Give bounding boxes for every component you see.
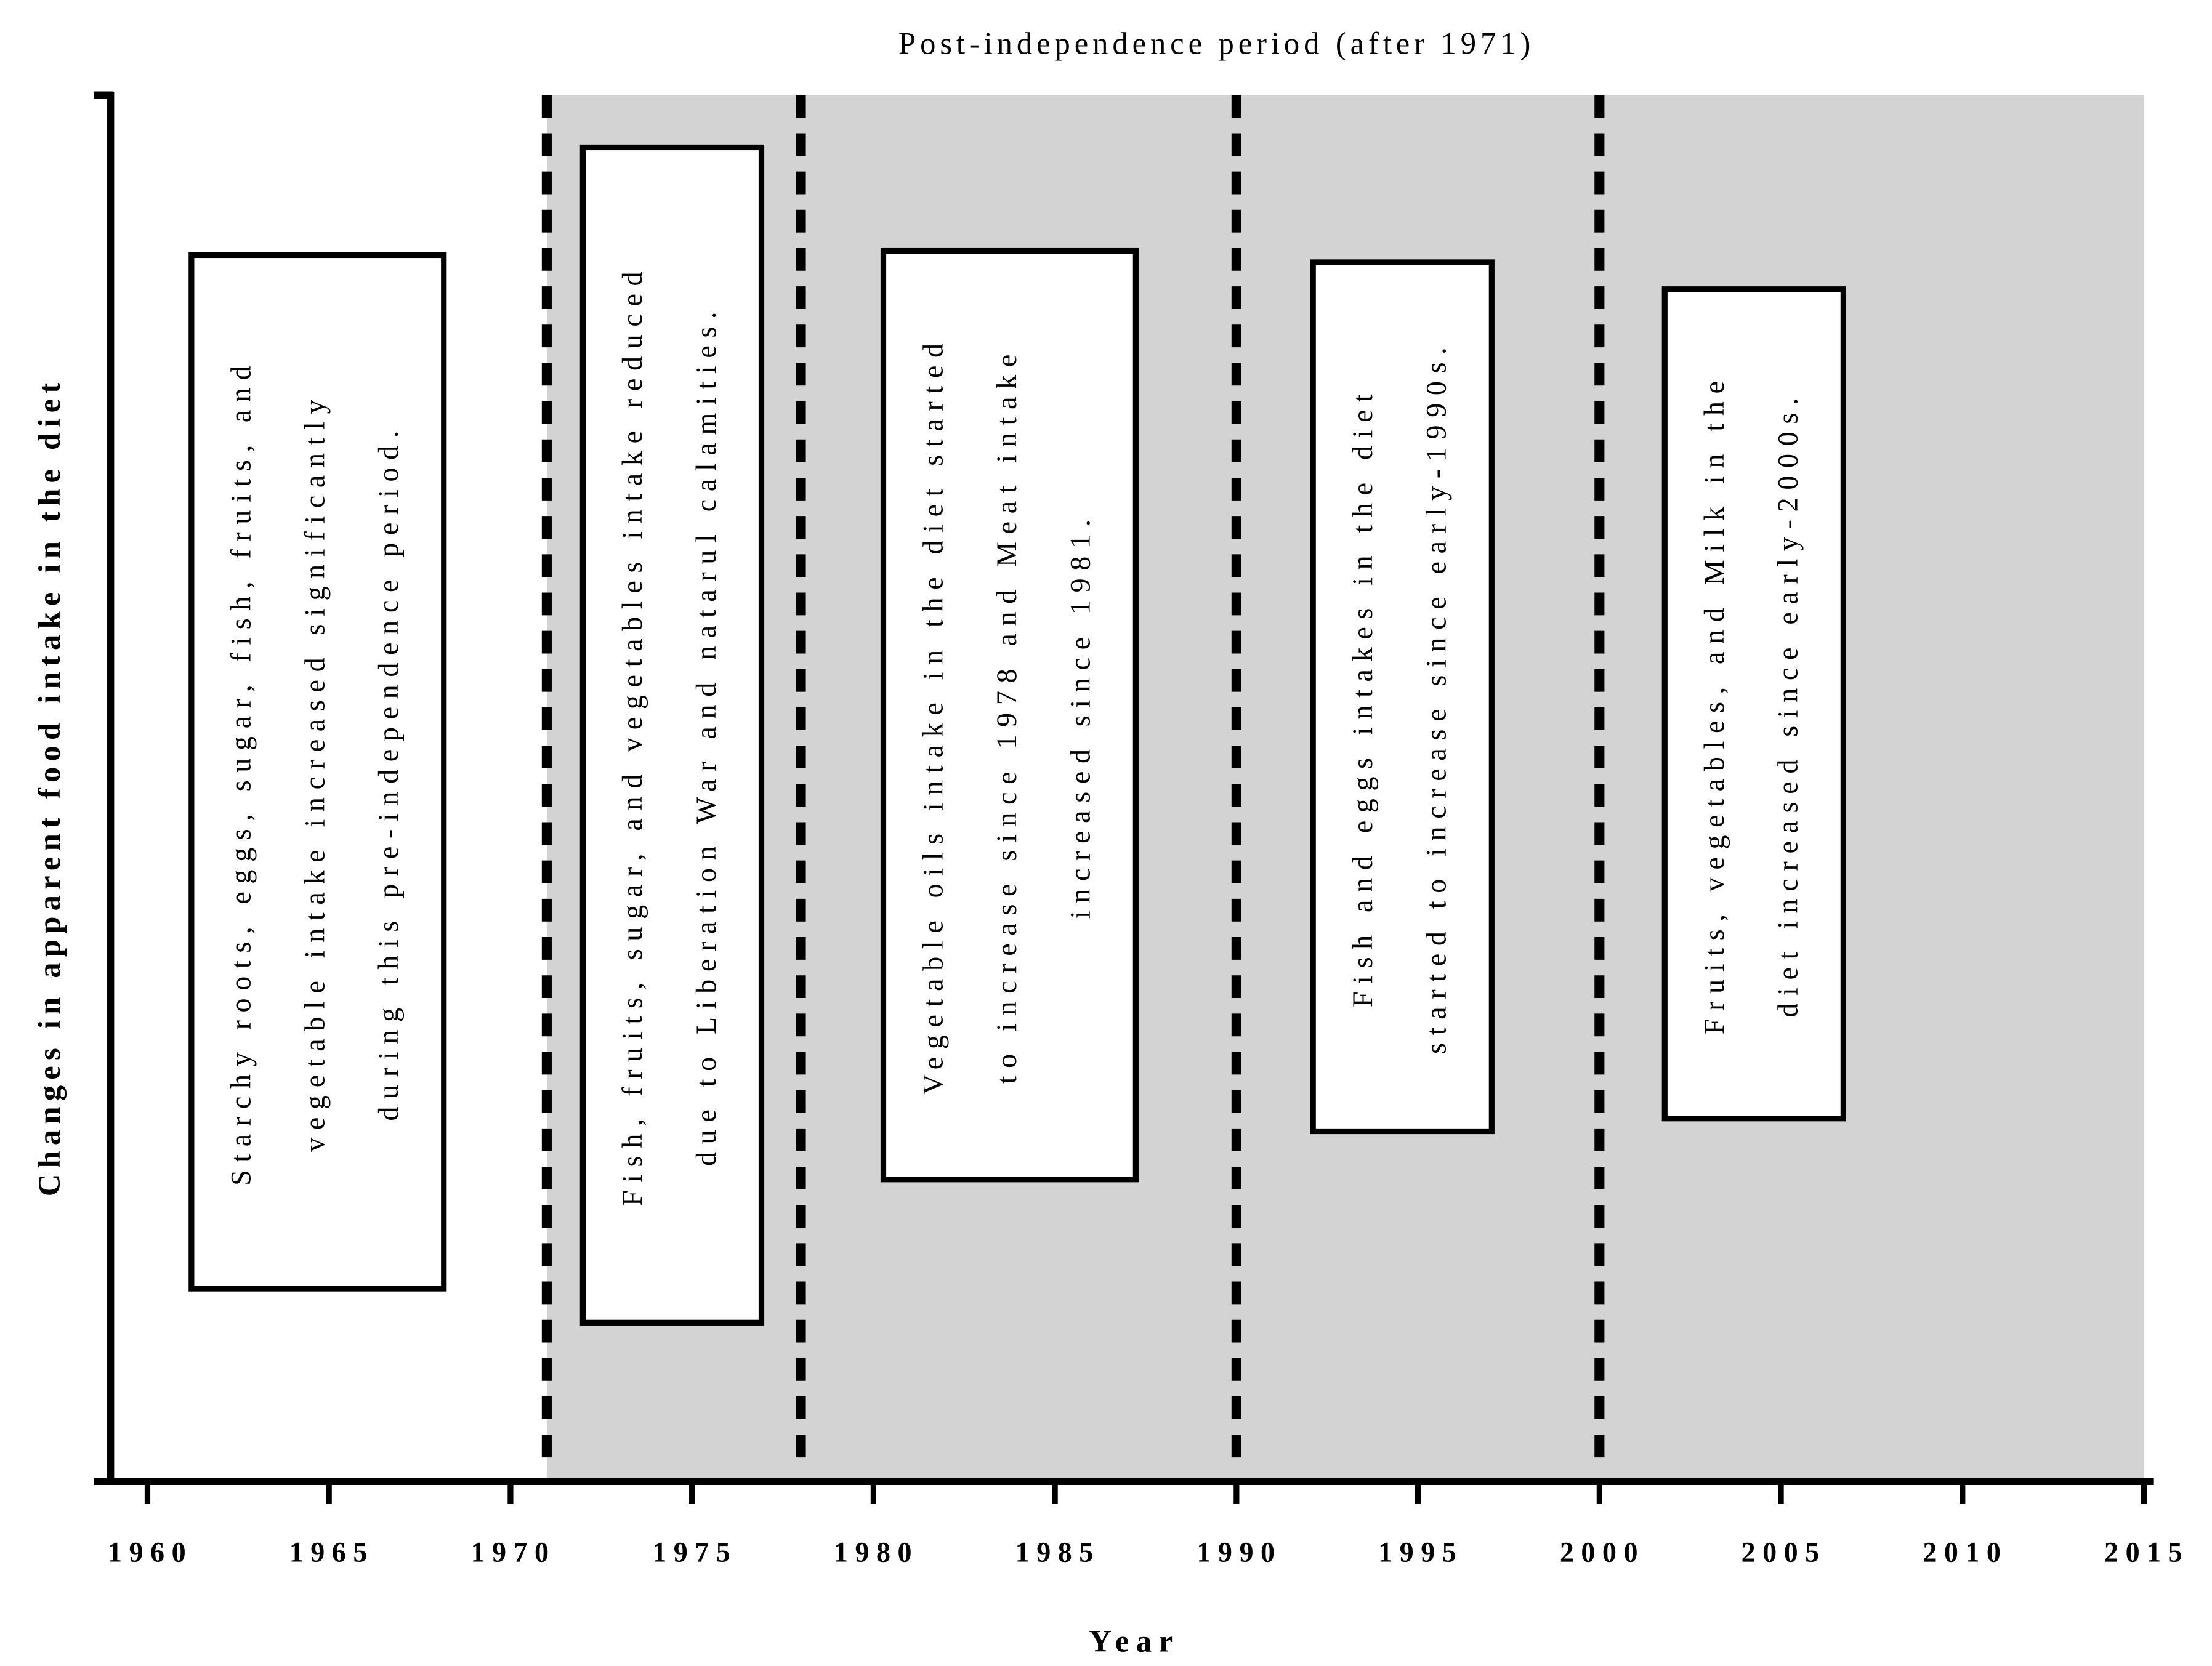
annotation-text: vegetable intake increased significantly [299, 392, 330, 1152]
chart-body: Post-independence period (after 1971) Ye… [32, 26, 2189, 1659]
x-tick-label: 2000 [1560, 1537, 1645, 1568]
annotation-box [579, 144, 765, 1326]
annotation-text: started to increase since early-1990s. [1421, 340, 1452, 1054]
annotation-text: Fish and eggs intakes in the diet [1347, 386, 1378, 1007]
annotation-text: Fish, fruits, sugar, and vegetables inta… [616, 264, 648, 1206]
annotation-text: due to Liberation War and natarul calami… [690, 304, 722, 1166]
x-tick-label: 1985 [1015, 1537, 1100, 1568]
y-axis-label: Changes in apparent food intake in the d… [32, 377, 67, 1197]
annotation-text: diet increased since early-2000s. [1772, 390, 1804, 1018]
x-tick-label: 1995 [1378, 1537, 1463, 1568]
annotation-text: during this pre-independence period. [373, 423, 404, 1121]
annotation-box [188, 252, 447, 1292]
chart-title: Post-independence period (after 1971) [898, 26, 1535, 61]
annotation-text: to increase since 1978 and Meat intake [991, 347, 1022, 1084]
x-tick-label: 1970 [470, 1537, 555, 1568]
annotation-box [1661, 286, 1846, 1122]
annotation-box [1310, 259, 1495, 1135]
annotation-text: Starchy roots, eggs, sugar, fish, fruits… [225, 358, 257, 1186]
x-tick-label: 1975 [652, 1537, 737, 1568]
x-tick-label: 1965 [289, 1537, 374, 1568]
x-tick-label: 1990 [1197, 1537, 1282, 1568]
x-tick-label: 2010 [1923, 1537, 2008, 1568]
annotation-box [880, 247, 1139, 1183]
x-tick-label: 2015 [2104, 1537, 2189, 1568]
annotation-text: Vegetable oils intake in the diet starte… [917, 336, 948, 1095]
annotation-text: Fruits, vegetables, and Milk in the [1698, 373, 1730, 1034]
x-axis-label: Year [1089, 1624, 1179, 1659]
x-tick-label: 1960 [108, 1537, 193, 1568]
x-tick-label: 1980 [834, 1537, 919, 1568]
annotation-text: increased since 1981. [1065, 512, 1096, 919]
x-tick-label: 2005 [1742, 1537, 1827, 1568]
